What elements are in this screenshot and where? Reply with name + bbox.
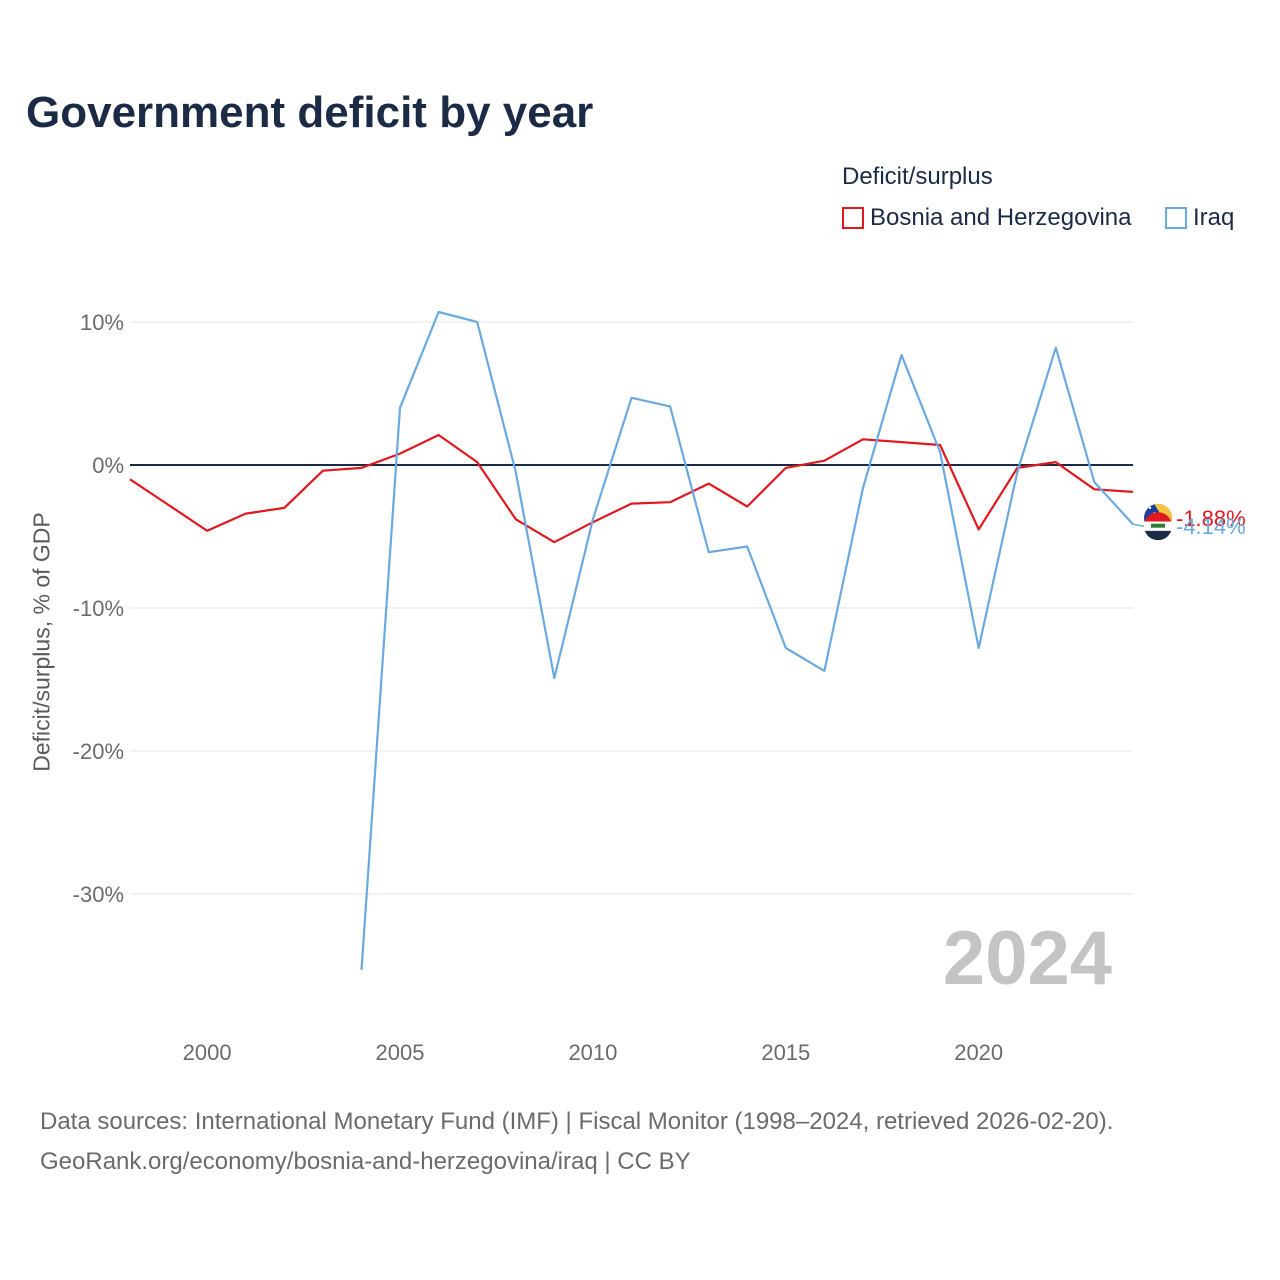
y-tick-label: -10% [73,596,124,621]
iraq-flag-icon [1144,512,1172,541]
source-line-2: GeoRank.org/economy/bosnia-and-herzegovi… [40,1148,691,1175]
y-tick-label: -30% [73,882,124,907]
x-tick-label: 2015 [761,1040,810,1065]
legend-label-bosnia: Bosnia and Herzegovina [870,204,1132,231]
x-tick-label: 2020 [954,1040,1003,1065]
x-tick-label: 2005 [376,1040,425,1065]
y-tick-label: 0% [92,453,124,478]
legend-label-iraq: Iraq [1193,204,1235,231]
legend-swatch-bosnia [842,207,864,229]
source-line-1: Data sources: International Monetary Fun… [40,1108,1114,1135]
series-line-bosnia [129,433,1134,544]
legend-title: Deficit/surplus [842,163,993,190]
end-label-iraq: -4.14% [1176,514,1246,539]
legend-item-bosnia[interactable]: Bosnia and Herzegovina [842,204,1132,232]
y-tick-label: -20% [73,739,124,764]
legend-swatch-iraq [1165,207,1187,229]
chart-title: Government deficit by year [26,88,594,137]
series-line-iraq [360,310,1134,970]
y-tick-label: 10% [80,310,124,335]
x-tick-label: 2010 [568,1040,617,1065]
legend-item-iraq[interactable]: Iraq [1165,204,1234,232]
x-tick-label: 2000 [183,1040,232,1065]
year-watermark: 2024 [943,916,1112,1001]
end-connector-iraq [1132,523,1145,527]
end-label-bosnia: -1.88% [1176,506,1246,531]
